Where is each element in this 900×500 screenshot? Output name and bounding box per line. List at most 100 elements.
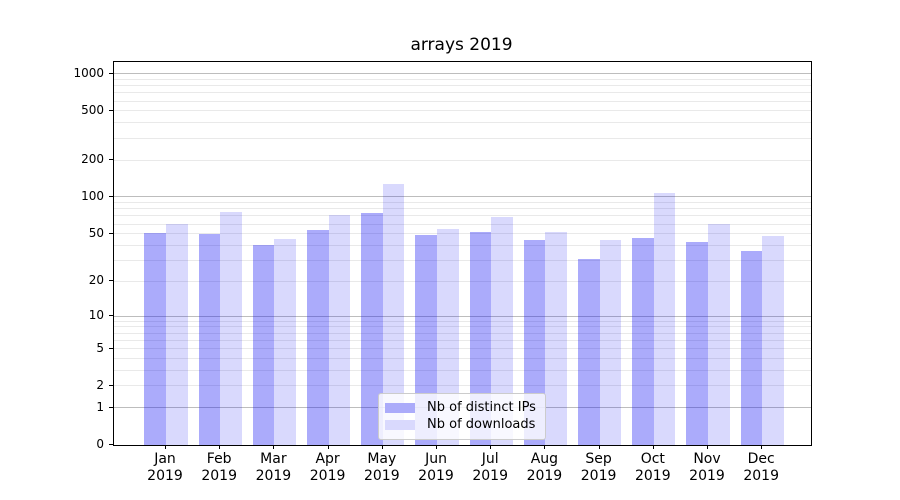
bar [274,239,297,445]
x-tick-mark [327,445,329,449]
bar [545,231,568,445]
x-tick-year: 2019 [418,468,454,484]
x-tick-year: 2019 [363,468,400,484]
gridline-minor [114,85,811,87]
bar [686,241,708,445]
gridline-minor [114,385,811,387]
gridline-minor [114,202,811,204]
y-tick-label: 5 [96,340,104,355]
x-tick-month: Mar [260,451,287,467]
x-tick-month: Apr [315,451,340,467]
gridline-major [114,196,811,198]
x-tick-month: Oct [640,451,665,467]
x-tick-year: 2019 [309,468,346,484]
y-tick-label: 200 [81,152,104,166]
chart-title: arrays 2019 [410,35,513,55]
x-tick-month: Nov [693,451,721,467]
x-tick-mark [219,445,221,449]
legend-swatch [385,402,415,413]
bar [469,231,492,445]
y-tick-label: 1000 [73,65,104,80]
bar [220,211,242,445]
plot-area [113,61,812,446]
bar [198,233,221,445]
y-tick-mark [109,406,113,408]
y-tick-label: 1 [96,399,104,414]
gridline-minor [114,339,811,341]
bar [740,250,763,445]
x-tick-year: 2019 [255,468,292,484]
y-tick-mark [109,444,113,445]
x-tick-mark [652,445,654,449]
x-tick-mark [598,445,600,449]
bars-layer [114,62,811,445]
x-tick-label: Jan 2019 [133,451,197,485]
x-tick-year: 2019 [689,468,725,484]
x-tick-year: 2019 [201,468,237,484]
legend-item: Nb of distinct IPs [385,399,536,416]
gridline-minor [114,348,811,350]
bar [306,229,329,445]
x-tick-mark [436,445,437,449]
gridline-major [114,315,811,317]
y-tick-label: 2 [96,377,104,392]
bar [437,228,459,445]
x-tick-month: Jul [481,451,499,467]
gridline-minor [114,370,811,371]
bar [632,238,654,445]
y-tick-label: 10 [88,308,104,323]
gridline-minor [114,320,811,322]
gridlines-layer [114,62,811,445]
gridline-minor [114,244,811,246]
y-tick-label: 50 [88,225,104,240]
gridline-minor [114,110,811,112]
x-tick-month: May [367,451,397,467]
bar [415,234,437,445]
x-tick-year: 2019 [526,468,563,484]
x-tick-year: 2019 [147,468,183,484]
gridline-minor [114,326,811,328]
y-tick-mark [109,347,113,349]
y-tick-mark [109,384,113,386]
x-tick-mark [165,445,166,449]
gridline-minor [114,122,811,124]
bar [653,192,676,445]
x-tick-month: Feb [206,451,232,467]
gridline-minor [114,358,811,359]
y-tick-label: 500 [81,102,104,117]
x-tick-label: Jun 2019 [404,451,468,485]
gridline-minor [114,332,811,334]
x-tick-mark [490,445,492,449]
bar [599,240,622,445]
x-tick-year: 2019 [743,468,779,484]
gridline-minor [114,159,811,161]
gridline-minor [114,78,811,80]
bar [166,224,188,445]
x-tick-year: 2019 [472,468,508,484]
x-tick-mark [707,445,708,449]
bar [382,184,405,445]
gridline-minor [114,280,811,282]
x-tick-month: Dec [747,451,775,467]
x-tick-label: Nov 2019 [675,451,739,485]
gridline-minor [114,223,811,225]
x-tick-month: Jun [425,451,447,467]
y-tick-label: 20 [88,273,104,288]
y-tick-mark [109,280,113,282]
x-tick-mark [273,445,275,449]
x-tick-label: Mar 2019 [241,451,305,485]
bar [328,215,351,445]
x-tick-year: 2019 [580,468,617,484]
x-tick-label: Jul 2019 [458,451,522,485]
x-tick-label: Dec 2019 [729,451,793,485]
legend-swatch [385,419,415,430]
y-tick-mark [109,159,113,160]
legend-item: Nb of downloads [385,416,536,433]
y-tick-label: 100 [81,188,104,203]
x-tick-label: May 2019 [350,451,414,485]
gridline-minor [114,233,811,235]
x-tick-year: 2019 [634,468,671,484]
bar [361,212,383,445]
bar [577,258,600,445]
